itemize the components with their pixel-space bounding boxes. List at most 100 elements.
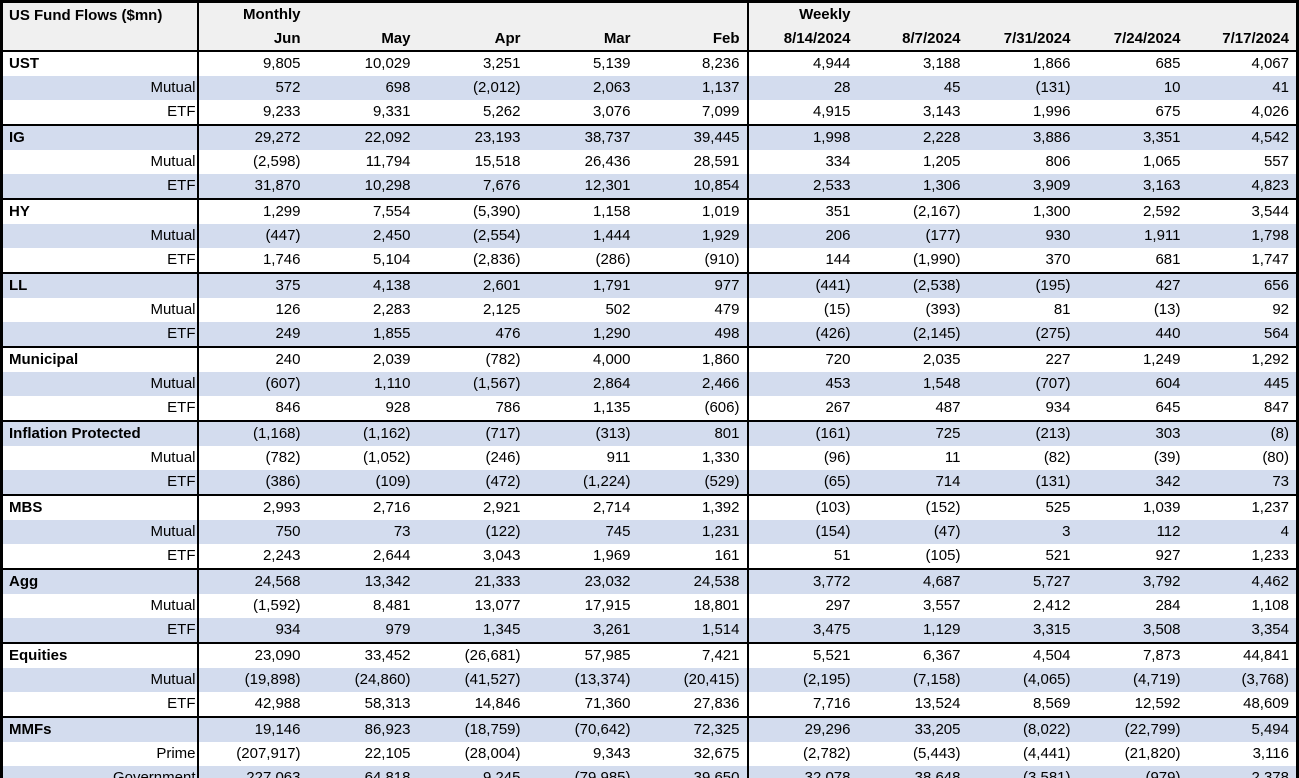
monthly-value-cell: 72,325 <box>637 715 749 742</box>
monthly-value-cell: 2,063 <box>592 79 631 96</box>
weekly-value-cell: (275) <box>1035 325 1071 342</box>
monthly-value-cell: 71,360 <box>584 695 631 712</box>
weekly-value-cell: 1,129 <box>922 621 961 638</box>
monthly-value-cell: (529) <box>637 469 749 495</box>
monthly-value-cell: 1,299 <box>197 197 308 224</box>
weekly-value-cell: 13,524 <box>914 695 961 712</box>
monthly-value-cell: 979 <box>385 621 411 638</box>
monthly-value-cell: 745 <box>605 523 631 540</box>
monthly-value-cell: 10,029 <box>307 49 418 76</box>
monthly-value-cell: 2,644 <box>372 547 411 564</box>
weekly-value-cell: 1,233 <box>1251 547 1289 564</box>
monthly-value-cell: 39,650 <box>637 765 749 778</box>
weekly-value-cell: (213) <box>967 419 1078 446</box>
monthly-value-cell: 1,231 <box>637 519 749 544</box>
category-label: Inflation Protected <box>1 419 199 446</box>
monthly-value-cell: 375 <box>197 271 308 298</box>
monthly-value-cell: 4,000 <box>527 345 638 372</box>
row-label: Mutual <box>1 593 199 618</box>
row-label: Mutual <box>1 667 199 692</box>
table-row: Mutual 750 73 (122) 745 1,231 (154) (47) 3 112 4 <box>1 519 1298 544</box>
weekly-value-cell: 32,078 <box>804 769 851 778</box>
monthly-value-cell: (26,681) <box>417 641 528 668</box>
header-spacer <box>527 1 638 27</box>
monthly-value-cell: 1,444 <box>592 227 631 244</box>
monthly-value-cell: 7,676 <box>482 177 521 194</box>
weekly-value-cell: 4,944 <box>747 49 858 76</box>
monthly-value-cell: 10,298 <box>364 177 411 194</box>
monthly-value-cell: 2,450 <box>372 227 411 244</box>
monthly-value-cell: (1,224) <box>582 473 631 490</box>
monthly-value-cell: 58,313 <box>364 695 411 712</box>
weekly-value-cell: 1,300 <box>967 197 1078 224</box>
weekly-value-cell: 1,548 <box>922 375 961 392</box>
table-row: ETF 2,243 2,644 3,043 1,969 161 51 (105) 521 927 1… <box>1 543 1298 569</box>
weekly-value-cell: (177) <box>925 227 961 244</box>
weekly-value-cell: 7,873 <box>1077 641 1188 668</box>
weekly-value-cell: 4,026 <box>1251 103 1289 120</box>
weekly-value-cell: 38,648 <box>914 769 961 778</box>
column-header-jun: Jun <box>197 26 308 51</box>
table-row: Government 227,063 64,818 9,245 (79,985) 39,6… <box>1 765 1298 778</box>
row-label: Mutual <box>1 223 199 248</box>
category-row: IG 29,272 22,092 23,193 38,737 39,445 1,998 2,2… <box>1 123 1298 150</box>
weekly-value-cell: 41 <box>1272 79 1289 96</box>
weekly-value-cell: (80) <box>1262 449 1289 466</box>
monthly-value-cell: 2,714 <box>527 493 638 520</box>
monthly-value-cell: 3,076 <box>592 103 631 120</box>
table-row: Mutual 572 698 (2,012) 2,063 1,137 28 45 (131) 10… <box>1 75 1298 100</box>
monthly-value-cell: 1,929 <box>637 223 749 248</box>
weekly-value-cell: 3,792 <box>1077 567 1188 594</box>
weekly-value-cell: 4,823 <box>1251 177 1289 194</box>
column-header-row: Jun May Apr Mar Feb 8/14/2024 8/7/2024 7… <box>2 26 1298 51</box>
monthly-value-cell: (18,759) <box>417 715 528 742</box>
category-label: Equities <box>1 641 199 668</box>
weekly-value-cell: (82) <box>1043 449 1071 466</box>
monthly-value-cell: 28,591 <box>637 149 749 174</box>
row-label: Prime <box>1 741 199 766</box>
monthly-value-cell: 10,854 <box>637 173 749 199</box>
weekly-value-cell: 2,378 <box>1251 769 1289 778</box>
monthly-value-cell: 4,138 <box>307 271 418 298</box>
monthly-value-cell: (122) <box>485 523 521 540</box>
weekly-value-cell: 1,998 <box>747 123 858 150</box>
monthly-value-cell: 32,675 <box>637 741 749 766</box>
monthly-value-cell: 38,737 <box>527 123 638 150</box>
monthly-value-cell: 1,330 <box>637 445 749 470</box>
monthly-value-cell: 14,846 <box>474 695 521 712</box>
monthly-value-cell: 227,063 <box>246 769 301 778</box>
weekly-value-cell: (47) <box>933 523 961 540</box>
weekly-value-cell: 92 <box>1272 301 1289 318</box>
weekly-value-cell: 3,143 <box>922 103 961 120</box>
monthly-value-cell: 2,466 <box>637 371 749 396</box>
monthly-value-cell: 64,818 <box>364 769 411 778</box>
section-header-row: US Fund Flows ($mn) Monthly Weekly <box>1 1 1298 51</box>
weekly-value-cell: 714 <box>935 473 961 490</box>
monthly-value-cell: 29,272 <box>197 123 308 150</box>
column-header-week-2: 8/7/2024 <box>857 26 968 51</box>
monthly-value-cell: (20,415) <box>637 667 749 692</box>
row-label: ETF <box>1 691 199 717</box>
monthly-value-cell: 9,343 <box>592 745 631 762</box>
weekly-value-cell: 2,035 <box>857 345 968 372</box>
weekly-value-cell: 5,521 <box>747 641 858 668</box>
monthly-value-cell: 13,342 <box>307 567 418 594</box>
monthly-value-cell: 26,436 <box>584 153 631 170</box>
weekly-value-cell: 685 <box>1077 49 1188 76</box>
category-row: Inflation Protected (1,168) (1,162) (717) (3… <box>1 419 1298 446</box>
weekly-value-cell: 112 <box>1156 523 1181 540</box>
weekly-value-cell: (426) <box>815 325 851 342</box>
weekly-value-cell: 297 <box>825 597 851 614</box>
weekly-value-cell: 4,504 <box>967 641 1078 668</box>
weekly-value-cell: (22,799) <box>1077 715 1188 742</box>
row-label: Mutual <box>1 371 199 396</box>
row-label: ETF <box>1 99 199 125</box>
monthly-section-label: Monthly <box>197 1 308 27</box>
monthly-value-cell: 9,805 <box>197 49 308 76</box>
monthly-value-cell: 2,921 <box>417 493 528 520</box>
weekly-value-cell: 3,188 <box>857 49 968 76</box>
weekly-value-cell: 11 <box>944 449 961 466</box>
weekly-value-cell: 927 <box>1155 547 1181 564</box>
weekly-value-cell: 1,249 <box>1077 345 1188 372</box>
